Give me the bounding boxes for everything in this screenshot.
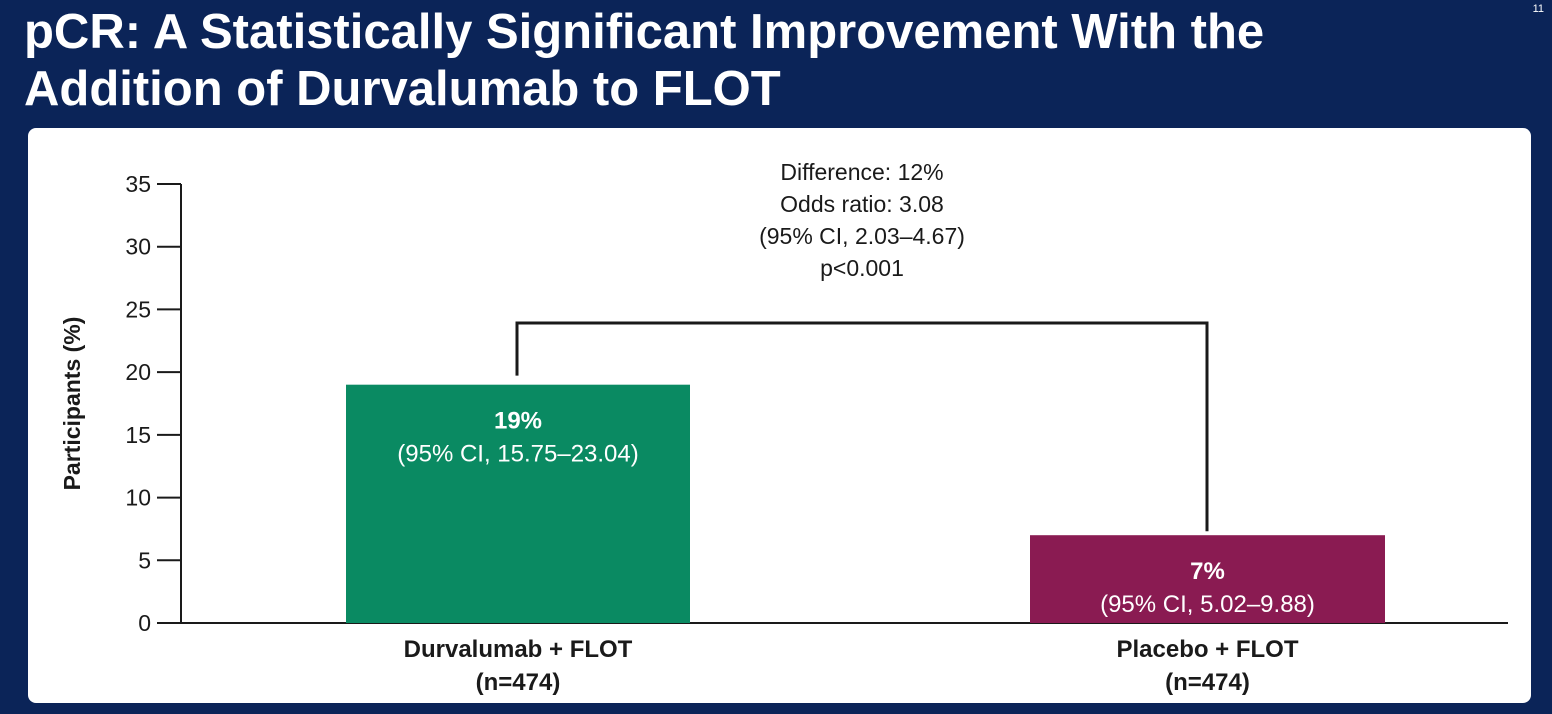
bar-value-label: 7% — [1190, 558, 1225, 585]
y-axis-title: Participants (%) — [59, 317, 85, 491]
comparison-annotation-line: Difference: 12% — [780, 159, 943, 185]
x-category-label: Placebo + FLOT — [1116, 636, 1298, 663]
comparison-annotation-line: (95% CI, 2.03–4.67) — [759, 223, 965, 249]
bar-placebo-flot — [1030, 535, 1385, 623]
y-tick-label: 35 — [125, 171, 151, 197]
slide-number: 11 — [1532, 3, 1544, 15]
chart-panel: 0 5 10 15 20 25 30 35 Participants (%) 19% (95% CI… — [28, 128, 1531, 703]
y-tick-label: 15 — [125, 422, 151, 448]
x-category-sublabel: (n=474) — [1165, 669, 1250, 696]
x-category-label: Durvalumab + FLOT — [404, 636, 633, 663]
comparison-annotation-line: p<0.001 — [820, 255, 904, 281]
y-tick-label: 20 — [125, 359, 151, 385]
y-tick-label: 0 — [138, 610, 151, 636]
y-tick-label: 10 — [125, 485, 151, 511]
y-tick-label: 25 — [125, 296, 151, 322]
slide-title-line-2: Addition of Durvalumab to FLOT — [24, 62, 781, 116]
slide-title: pCR: A Statistically Significant Improve… — [24, 4, 1504, 118]
bar-ci-label: (95% CI, 5.02–9.88) — [1100, 591, 1315, 618]
comparison-annotation-line: Odds ratio: 3.08 — [780, 191, 944, 217]
y-tick-label: 5 — [138, 547, 151, 573]
x-category-sublabel: (n=474) — [476, 669, 561, 696]
y-tick-label: 30 — [125, 234, 151, 260]
slide-title-line-1: pCR: A Statistically Significant Improve… — [24, 5, 1265, 59]
bar-ci-label: (95% CI, 15.75–23.04) — [397, 441, 639, 468]
bar-value-label: 19% — [494, 408, 542, 435]
bar-chart: 0 5 10 15 20 25 30 35 Participants (%) 19% (95% CI… — [59, 159, 1508, 696]
bar-durvalumab-flot — [346, 384, 690, 623]
comparison-bracket — [515, 321, 1209, 532]
